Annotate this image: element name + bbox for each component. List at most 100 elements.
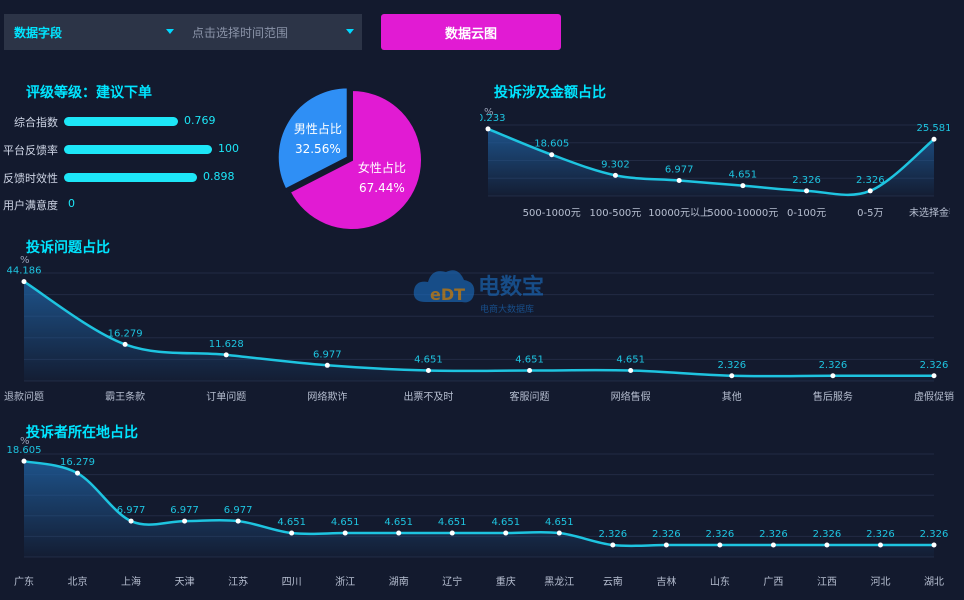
data-label: 4.651	[414, 355, 443, 366]
data-label: 18.605	[534, 139, 569, 150]
data-point	[75, 470, 81, 476]
data-label: 6.977	[665, 165, 694, 176]
metric-label: 综合指数	[14, 116, 58, 129]
data-label: 25.581	[917, 123, 951, 134]
data-label: 2.326	[920, 360, 949, 371]
data-point	[740, 183, 746, 189]
series-line	[23, 459, 934, 548]
pie-value: 67.44%	[359, 181, 405, 195]
data-point	[324, 362, 330, 368]
gender-pie-chart: 男性占比 32.56% 女性占比 67.44%	[276, 86, 423, 231]
amount-chart-title: 投诉涉及金额占比	[494, 85, 606, 101]
data-label: 2.326	[652, 529, 681, 540]
metric-bar	[64, 117, 178, 126]
metric-value: 0	[68, 197, 75, 210]
data-label: 4.651	[729, 170, 758, 181]
data-point	[717, 542, 723, 548]
category-label: 山东	[710, 575, 730, 588]
data-point	[663, 542, 669, 548]
area-fill	[24, 281, 934, 381]
pie-value: 32.56%	[295, 142, 341, 156]
data-label: 9.302	[601, 159, 630, 170]
amount-area-chart: %30.233 18.605 500-1000元 9.302 100-500元 6.977…	[480, 107, 951, 219]
data-label: 2.326	[819, 360, 848, 371]
category-label: 订单问题	[206, 390, 246, 403]
category-label: 10000元以上	[648, 207, 710, 219]
category-label: 网络欺诈	[307, 390, 347, 403]
category-label: 天津	[175, 576, 195, 588]
metric-label: 平台反馈率	[3, 144, 58, 157]
category-label: 广西	[763, 576, 783, 588]
category-label: 网络售假	[611, 390, 651, 403]
data-label: 6.977	[170, 505, 199, 516]
data-label: 44.186	[7, 266, 42, 277]
issue-area-chart: %44.186 退款问题 16.279 霸王条款 11.628 订单问题 6.977 网络欺诈…	[4, 255, 954, 403]
category-label: 吉林	[656, 575, 676, 588]
category-label: 客服问题	[510, 390, 550, 403]
category-label: 河北	[870, 576, 890, 588]
metric-label: 用户满意度	[3, 199, 58, 212]
data-label: 4.651	[616, 355, 645, 366]
category-label: 0-100元	[787, 208, 826, 219]
data-label: 2.326	[866, 529, 895, 540]
data-point	[342, 530, 348, 536]
data-point	[804, 188, 810, 194]
data-point	[628, 368, 634, 374]
data-label: 4.651	[515, 355, 544, 366]
metric-bar	[64, 145, 212, 154]
pie-label: 男性占比	[294, 121, 342, 136]
data-point	[931, 373, 937, 379]
field-select[interactable]: 数据字段	[4, 14, 182, 50]
data-point	[770, 542, 776, 548]
category-label: 虚假促销	[914, 390, 954, 403]
data-label: 16.279	[108, 328, 143, 339]
data-label: 2.326	[856, 175, 885, 186]
data-point	[556, 530, 562, 536]
data-point	[21, 458, 27, 464]
data-point	[527, 368, 533, 374]
data-label: 2.326	[599, 529, 628, 540]
category-label: 霸王条款	[105, 390, 145, 403]
data-point	[867, 188, 873, 194]
data-label: 4.651	[331, 517, 360, 528]
data-label: 4.651	[491, 517, 520, 528]
data-label: 4.651	[438, 517, 467, 528]
data-cloud-button[interactable]: 数据云图	[381, 14, 561, 50]
location-chart-title: 投诉者所在地占比	[26, 425, 138, 441]
category-label: 500-1000元	[523, 208, 581, 219]
time-range-select[interactable]: 点击选择时间范围	[182, 14, 362, 50]
data-point	[877, 542, 883, 548]
category-label: 黑龙江	[544, 575, 574, 588]
time-range-placeholder: 点击选择时间范围	[192, 25, 289, 40]
data-point	[610, 542, 616, 548]
category-label: 四川	[282, 577, 302, 588]
issue-chart-title: 投诉问题占比	[26, 240, 110, 256]
data-label: 30.233	[480, 113, 506, 124]
y-axis-unit: %	[484, 107, 494, 118]
category-label: 浙江	[335, 576, 355, 588]
category-label: 湖南	[389, 575, 409, 588]
category-label: 未选择金额	[909, 206, 950, 219]
data-point	[128, 518, 134, 524]
y-axis-unit: %	[20, 255, 30, 266]
pie-slice	[276, 86, 349, 191]
metric-value: 0.769	[184, 114, 216, 127]
logo-brand: 电数宝	[478, 274, 544, 300]
data-label: 4.651	[277, 517, 306, 528]
metric-value: 100	[218, 142, 239, 155]
pie-slice	[288, 88, 423, 231]
category-label: 江西	[817, 576, 837, 588]
data-point	[182, 518, 188, 524]
data-point	[122, 341, 128, 347]
data-label: 2.326	[792, 175, 821, 186]
data-point	[449, 530, 455, 536]
data-point	[503, 530, 509, 536]
category-label: 出票不及时	[403, 390, 453, 403]
metric-label: 反馈时效性	[3, 172, 58, 185]
cloud-icon	[413, 270, 475, 303]
data-label: 4.651	[384, 517, 413, 528]
data-point	[235, 518, 241, 524]
location-area-chart: %18.605 广东 16.279 北京 6.977 上海 6.977 天津 6.977 江苏 4.…	[7, 436, 949, 588]
category-label: 广东	[14, 575, 34, 588]
metric-value: 0.898	[203, 170, 235, 183]
